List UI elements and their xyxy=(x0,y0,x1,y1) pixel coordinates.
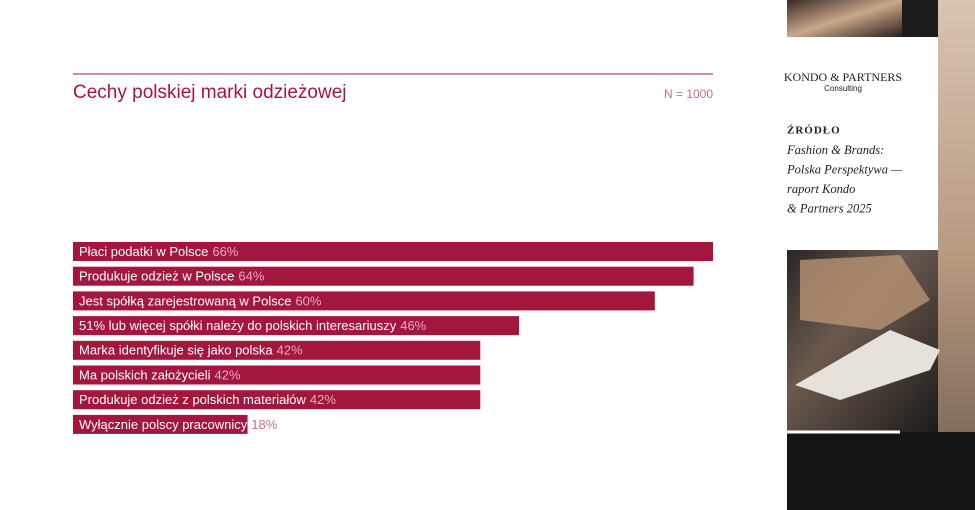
bars: Płaci podatki w Polsce 66% Produkuje odzie… xyxy=(73,242,713,434)
value-label: 42% xyxy=(310,392,336,407)
brand: KONDO & PARTNERS xyxy=(784,70,902,84)
bar xyxy=(73,340,481,360)
bar-label: Wyłącznie polscy pracownicy xyxy=(79,417,248,432)
value-label: 42% xyxy=(215,367,241,382)
value-label: 46% xyxy=(400,318,426,333)
bar xyxy=(73,390,481,410)
source-heading: ŹRÓDŁO xyxy=(787,125,841,137)
source-line: Polska Perspektywa — xyxy=(786,162,903,176)
bar-label: Produkuje odzież w Polsce xyxy=(79,269,234,284)
source-line: raport Kondo xyxy=(787,182,855,196)
bar xyxy=(73,316,520,336)
bar-label: Marka identyfikuje się jako polska xyxy=(79,343,273,358)
bar-label: 51% lub więcej spółki należy do polskich… xyxy=(79,318,397,333)
source-text: Fashion & Brands: Polska Perspektywa — rap… xyxy=(786,143,903,216)
source-line: & Partners 2025 xyxy=(787,201,872,215)
bar xyxy=(73,365,481,385)
bar xyxy=(73,291,655,311)
bar-label: Płaci podatki w Polsce xyxy=(79,244,208,259)
bar-label: Produkuje odzież z polskich materiałów xyxy=(79,392,306,407)
value-label: 60% xyxy=(295,293,321,308)
source-line: Fashion & Brands: xyxy=(786,143,884,157)
value-label: 42% xyxy=(277,343,303,358)
source-card xyxy=(787,37,938,250)
value-label: 66% xyxy=(212,244,238,259)
brand-sub: Consulting xyxy=(824,84,862,93)
bar xyxy=(73,414,248,434)
value-label: 18% xyxy=(251,417,277,432)
value-label: 64% xyxy=(238,269,264,284)
sample-size: N = 1000 xyxy=(664,87,713,101)
bar-label: Ma polskich założycieli xyxy=(79,367,211,382)
chart-title: Cechy polskiej marki odzieżowej xyxy=(73,82,347,103)
bar xyxy=(73,242,713,261)
bar xyxy=(73,266,694,286)
bar-label: Jest spółką zarejestrowaną w Polsce xyxy=(79,293,291,308)
